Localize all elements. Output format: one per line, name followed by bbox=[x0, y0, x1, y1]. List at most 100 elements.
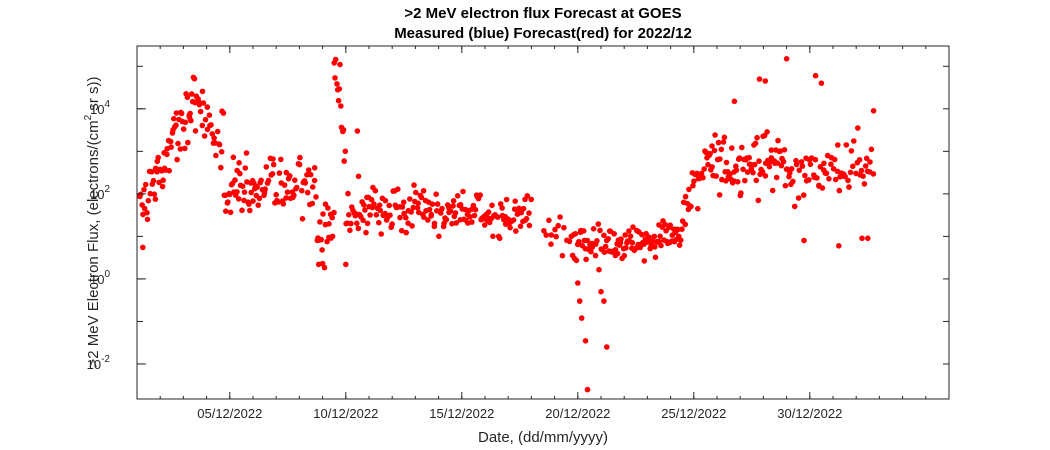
data-point bbox=[602, 243, 609, 250]
data-point bbox=[618, 236, 624, 242]
data-point bbox=[177, 146, 184, 152]
y-tick-label: 104 bbox=[90, 99, 110, 117]
data-point bbox=[721, 134, 728, 141]
data-point bbox=[368, 196, 375, 203]
data-point bbox=[452, 210, 459, 216]
data-point bbox=[657, 233, 663, 240]
data-point bbox=[372, 187, 379, 194]
data-point bbox=[716, 192, 723, 198]
data-point bbox=[360, 217, 366, 224]
data-point bbox=[361, 202, 367, 208]
data-point bbox=[258, 177, 264, 184]
data-point bbox=[740, 166, 746, 173]
data-point bbox=[433, 191, 440, 197]
data-point bbox=[775, 137, 781, 144]
data-point bbox=[331, 60, 338, 66]
data-point bbox=[334, 81, 340, 87]
data-point bbox=[762, 173, 769, 179]
data-point bbox=[354, 220, 360, 227]
data-point bbox=[376, 202, 383, 208]
data-point bbox=[405, 220, 411, 226]
data-point bbox=[319, 247, 325, 253]
data-point bbox=[865, 235, 871, 242]
data-point bbox=[862, 163, 869, 169]
data-point bbox=[526, 222, 533, 229]
data-point bbox=[546, 217, 552, 224]
data-point bbox=[223, 208, 229, 214]
data-point bbox=[601, 249, 608, 255]
data-point bbox=[142, 181, 149, 188]
data-point bbox=[256, 195, 263, 202]
data-point bbox=[269, 171, 276, 177]
data-point bbox=[766, 163, 773, 170]
data-point bbox=[336, 86, 343, 92]
data-point bbox=[752, 140, 759, 147]
data-point bbox=[329, 214, 336, 221]
data-point bbox=[753, 177, 760, 184]
data-point bbox=[201, 133, 208, 139]
data-point bbox=[712, 132, 718, 138]
data-point bbox=[297, 154, 303, 161]
data-point bbox=[596, 266, 602, 273]
data-point bbox=[691, 178, 697, 184]
data-point bbox=[489, 202, 495, 209]
data-point bbox=[598, 288, 604, 295]
data-point bbox=[199, 88, 206, 95]
data-point bbox=[819, 185, 826, 191]
data-point bbox=[398, 227, 405, 234]
data-point bbox=[729, 145, 735, 151]
data-point bbox=[611, 231, 617, 237]
data-point bbox=[682, 193, 689, 200]
data-point bbox=[270, 156, 276, 162]
data-point bbox=[783, 56, 790, 62]
data-point bbox=[340, 127, 347, 133]
data-point bbox=[227, 209, 234, 216]
data-point bbox=[682, 221, 688, 228]
data-point bbox=[528, 196, 534, 203]
data-point bbox=[848, 148, 855, 154]
data-point bbox=[490, 233, 496, 240]
data-point bbox=[186, 112, 192, 119]
data-point bbox=[818, 80, 825, 86]
data-point bbox=[151, 191, 158, 197]
data-point bbox=[812, 72, 819, 79]
data-point bbox=[329, 233, 336, 240]
y-tick-label: 102 bbox=[90, 184, 110, 202]
data-point bbox=[835, 142, 841, 148]
data-point bbox=[335, 97, 342, 104]
data-point bbox=[283, 195, 289, 201]
data-point bbox=[414, 205, 421, 211]
data-point bbox=[337, 61, 343, 68]
data-point bbox=[211, 135, 217, 141]
data-point bbox=[578, 315, 585, 321]
data-point bbox=[651, 233, 658, 240]
data-point bbox=[443, 216, 450, 223]
data-point bbox=[513, 228, 519, 234]
data-point bbox=[152, 196, 159, 202]
data-point bbox=[343, 261, 349, 268]
data-point bbox=[410, 204, 417, 211]
data-point bbox=[376, 219, 382, 226]
data-point bbox=[485, 209, 492, 215]
data-point bbox=[184, 94, 191, 101]
data-point bbox=[382, 197, 389, 204]
data-point bbox=[605, 236, 611, 242]
data-point bbox=[237, 170, 243, 177]
data-point bbox=[188, 117, 194, 124]
data-point bbox=[243, 150, 250, 156]
data-point bbox=[627, 233, 634, 239]
data-point bbox=[171, 115, 177, 122]
data-point bbox=[439, 205, 445, 212]
data-point bbox=[742, 177, 748, 184]
data-point bbox=[662, 221, 668, 228]
data-point bbox=[200, 100, 207, 106]
data-points bbox=[137, 56, 877, 393]
data-point bbox=[460, 188, 466, 195]
data-point bbox=[676, 242, 683, 248]
data-point bbox=[204, 104, 211, 110]
data-point bbox=[280, 201, 287, 207]
data-point bbox=[241, 189, 248, 195]
data-point bbox=[590, 226, 597, 232]
data-point bbox=[447, 208, 454, 214]
data-point bbox=[496, 235, 503, 242]
